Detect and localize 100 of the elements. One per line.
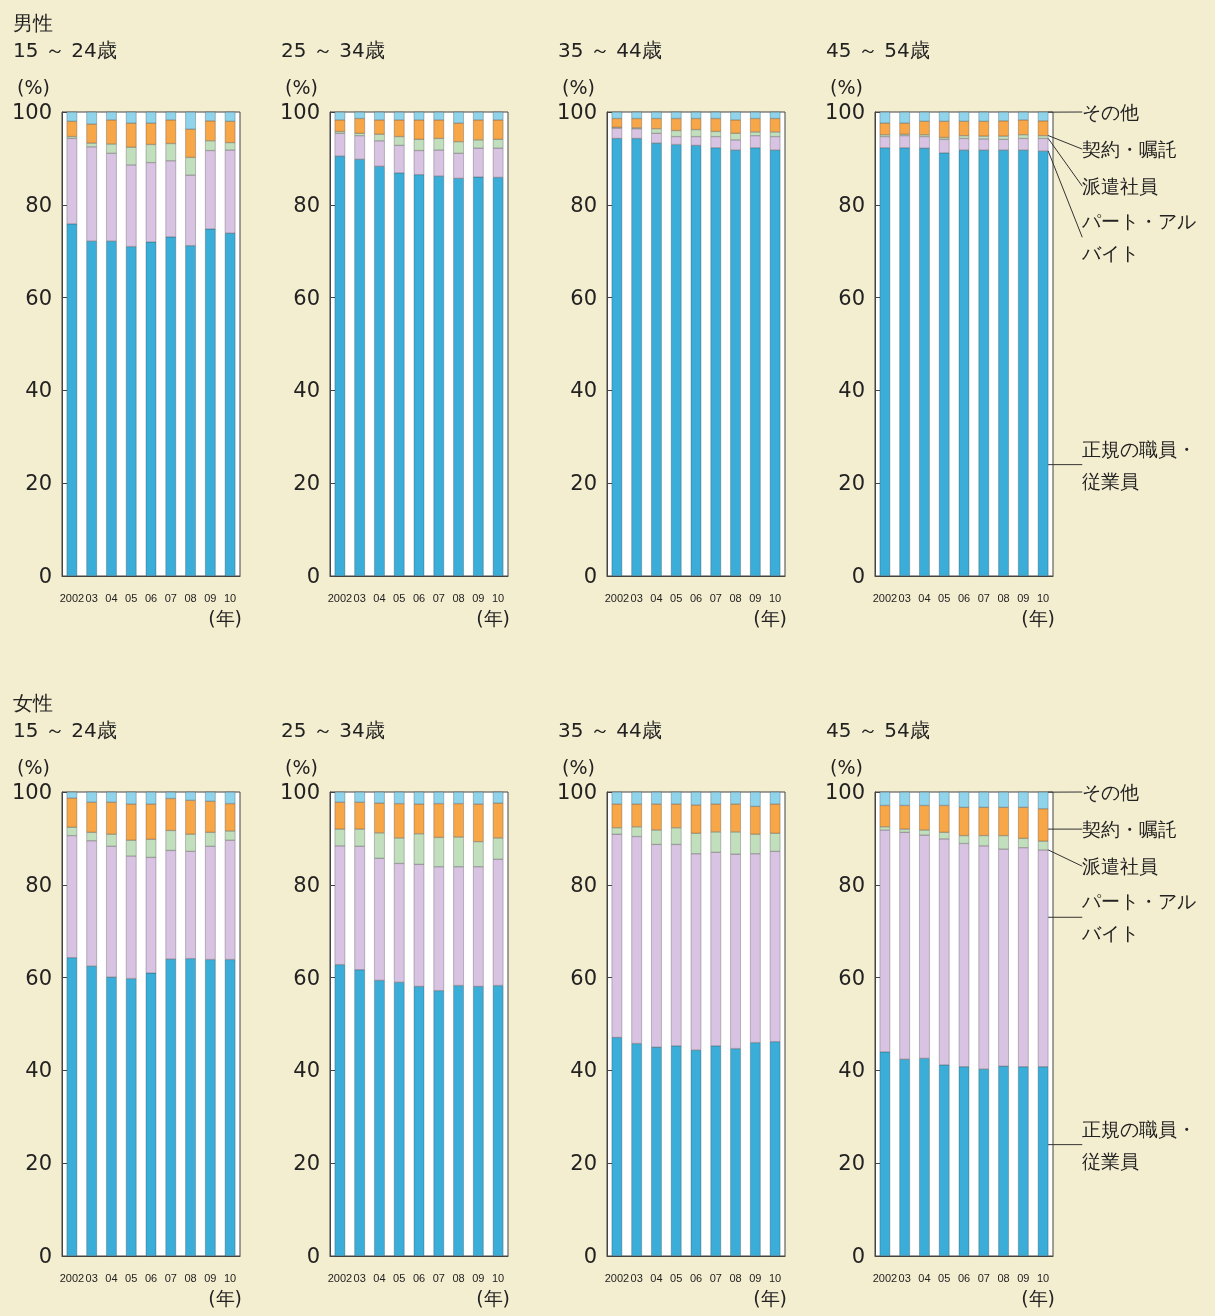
y-tick-label: 0 (851, 1244, 865, 1268)
legend-label: 正規の職員・従業員 (1082, 437, 1197, 492)
chart-subtitle: 45 ～ 54歳 (826, 38, 930, 62)
x-axis-title: (年) (208, 1286, 242, 1309)
y-tick-label: 80 (838, 872, 865, 897)
y-axis-title: (%) (830, 75, 863, 98)
x-tick-label: 03 (85, 1271, 98, 1284)
x-tick-label: 04 (650, 591, 663, 604)
x-tick-label: 03 (898, 1271, 911, 1284)
y-axis-title: (%) (17, 75, 50, 98)
x-tick-label: 09 (472, 591, 485, 604)
y-axis-title: (%) (285, 755, 318, 778)
y-tick-label: 40 (570, 378, 597, 403)
x-tick-label: 10 (768, 591, 782, 604)
y-tick-label: 100 (279, 780, 320, 804)
x-axis-title: (年) (1021, 1286, 1055, 1309)
x-tick-label: 10 (768, 1271, 782, 1284)
y-tick-label: 60 (570, 285, 597, 310)
chart-subtitle: 25 ～ 34歳 (281, 38, 385, 62)
x-tick-label: 06 (144, 591, 158, 604)
x-tick-label: 04 (105, 1271, 118, 1284)
x-tick-label: 08 (452, 591, 465, 604)
y-tick-label: 80 (25, 192, 52, 217)
x-axis-title: (年) (476, 1286, 510, 1309)
x-tick-label: 2002 (604, 1271, 630, 1284)
x-tick-label: 04 (918, 1271, 931, 1284)
x-tick-label: 05 (393, 1271, 406, 1284)
x-tick-label: 08 (997, 591, 1010, 604)
x-tick-label: 07 (432, 591, 445, 604)
y-axis-title: (%) (285, 75, 318, 98)
x-axis-title: (年) (1021, 606, 1055, 629)
y-tick-label: 40 (293, 378, 320, 403)
legend-label: 派遣社員 (1082, 855, 1159, 878)
y-tick-label: 60 (293, 285, 320, 310)
x-tick-label: 08 (184, 1271, 197, 1284)
x-axis-title: (年) (753, 606, 787, 629)
x-tick-label: 04 (105, 591, 118, 604)
y-tick-label: 60 (293, 965, 320, 990)
chart-subtitle: 45 ～ 54歳 (826, 718, 930, 742)
x-tick-label: 2002 (59, 1271, 85, 1284)
y-tick-label: 100 (556, 100, 597, 124)
y-tick-label: 80 (293, 192, 320, 217)
y-tick-label: 100 (11, 100, 52, 124)
y-tick-label: 40 (570, 1058, 597, 1083)
chart-title: 女性 (13, 691, 53, 715)
y-tick-label: 80 (838, 192, 865, 217)
x-tick-label: 06 (957, 591, 971, 604)
x-axis-title: (年) (208, 606, 242, 629)
y-tick-label: 0 (851, 564, 865, 588)
y-tick-label: 0 (306, 1244, 320, 1268)
x-tick-label: 10 (223, 591, 237, 604)
x-tick-label: 08 (729, 1271, 742, 1284)
x-tick-label: 07 (164, 591, 177, 604)
chart-subtitle: 15 ～ 24歳 (13, 38, 117, 62)
x-tick-label: 05 (938, 591, 951, 604)
x-tick-label: 05 (125, 591, 138, 604)
x-tick-label: 10 (223, 1271, 237, 1284)
y-axis-title: (%) (562, 75, 595, 98)
x-tick-label: 07 (432, 1271, 445, 1284)
y-tick-label: 80 (570, 192, 597, 217)
legend-label: 契約・嘱託 (1082, 818, 1178, 841)
x-tick-label: 04 (918, 591, 931, 604)
x-tick-label: 09 (472, 1271, 485, 1284)
y-tick-label: 0 (306, 564, 320, 588)
x-tick-label: 10 (491, 591, 505, 604)
x-tick-label: 03 (630, 1271, 643, 1284)
x-axis-title: (年) (753, 1286, 787, 1309)
x-tick-label: 06 (412, 591, 426, 604)
x-tick-label: 05 (670, 591, 683, 604)
chart-title: 男性 (13, 11, 53, 35)
y-tick-label: 100 (556, 780, 597, 804)
x-tick-label: 07 (164, 1271, 177, 1284)
x-tick-label: 2002 (59, 591, 85, 604)
x-tick-label: 2002 (872, 591, 898, 604)
legend-label: パート・アルバイト (1081, 890, 1197, 945)
x-tick-label: 2002 (327, 591, 353, 604)
y-tick-label: 60 (25, 965, 52, 990)
x-tick-label: 06 (957, 1271, 971, 1284)
legend-label: 正規の職員・従業員 (1082, 1117, 1197, 1172)
x-tick-label: 03 (898, 591, 911, 604)
x-tick-label: 05 (938, 1271, 951, 1284)
y-tick-label: 0 (38, 1244, 52, 1268)
x-tick-label: 2002 (872, 1271, 898, 1284)
x-tick-label: 08 (729, 591, 742, 604)
y-tick-label: 60 (570, 965, 597, 990)
x-tick-label: 03 (353, 591, 366, 604)
y-tick-label: 60 (25, 285, 52, 310)
y-tick-label: 20 (570, 1151, 597, 1176)
x-tick-label: 09 (1017, 1271, 1030, 1284)
y-tick-label: 80 (293, 872, 320, 897)
y-tick-label: 40 (25, 1058, 52, 1083)
x-tick-label: 10 (491, 1271, 505, 1284)
y-tick-label: 0 (583, 564, 597, 588)
x-tick-label: 07 (977, 1271, 990, 1284)
y-tick-label: 100 (279, 100, 320, 124)
x-tick-label: 03 (353, 1271, 366, 1284)
x-tick-label: 05 (125, 1271, 138, 1284)
x-tick-label: 09 (749, 1271, 762, 1284)
chart-subtitle: 35 ～ 44歳 (558, 718, 662, 742)
x-tick-label: 2002 (327, 1271, 353, 1284)
